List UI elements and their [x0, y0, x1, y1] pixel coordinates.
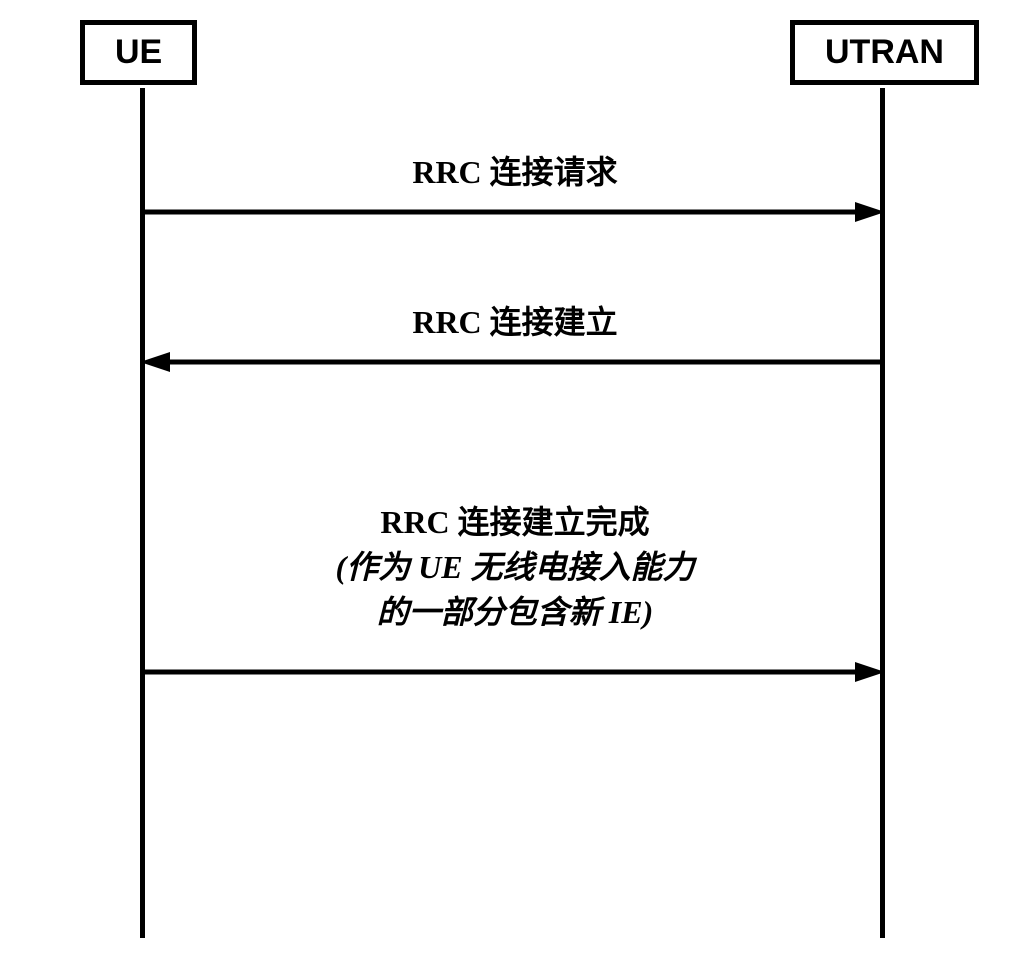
- sequence-diagram: UE UTRAN RRC 连接请求 RRC 连接建立 RRC 连接建立完成 (作…: [50, 20, 950, 940]
- msg2-text: RRC 连接建立: [412, 304, 617, 340]
- msg3-text: RRC 连接建立完成: [380, 504, 649, 540]
- msg2-label: RRC 连接建立: [145, 300, 885, 345]
- msg1-label: RRC 连接请求: [145, 150, 885, 195]
- msg2-arrow: [140, 350, 885, 380]
- msg3-subtext: (作为 UE 无线电接入能力的一部分包含新 IE): [335, 549, 694, 630]
- msg3-label: RRC 连接建立完成 (作为 UE 无线电接入能力的一部分包含新 IE): [145, 500, 885, 634]
- actor-ue: UE: [80, 20, 197, 85]
- actor-utran-label: UTRAN: [825, 33, 944, 71]
- actor-utran: UTRAN: [790, 20, 979, 85]
- msg1-arrow: [140, 200, 885, 230]
- msg1-text: RRC 连接请求: [412, 154, 617, 190]
- msg3-arrow: [140, 660, 885, 690]
- actor-ue-label: UE: [115, 33, 162, 71]
